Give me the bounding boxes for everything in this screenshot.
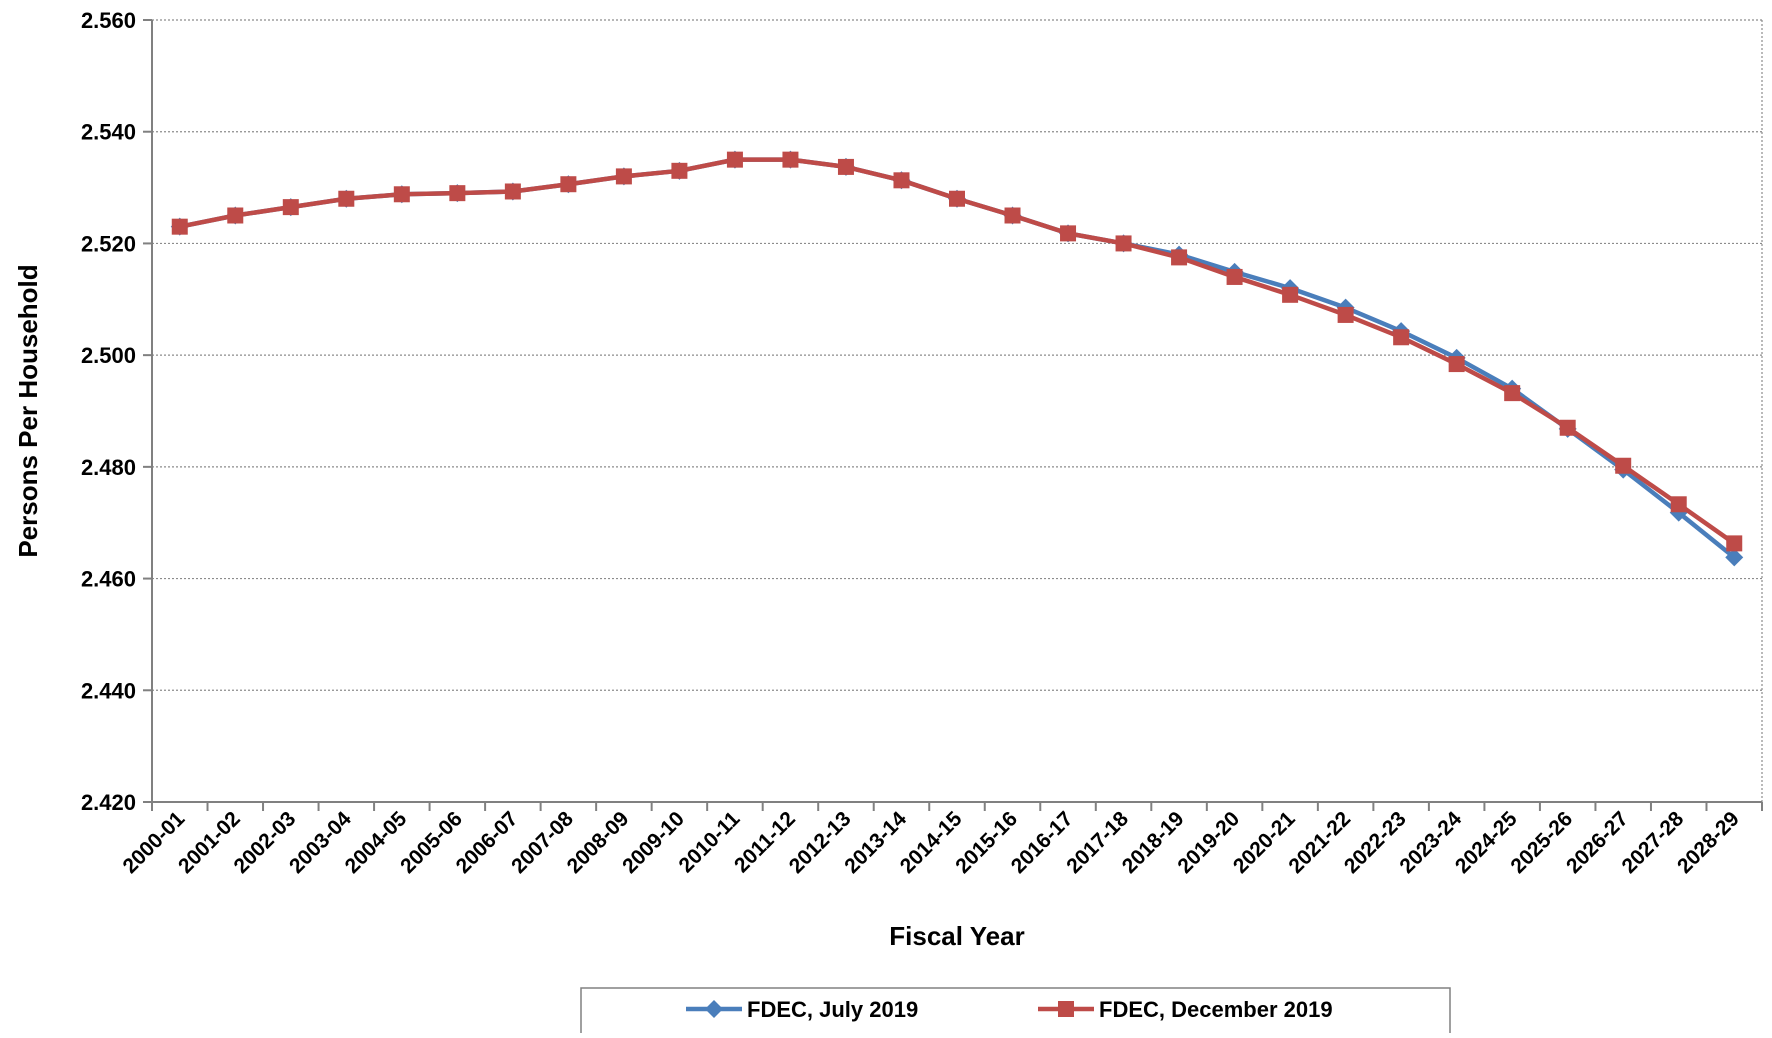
square-marker <box>1226 268 1243 285</box>
y-tick-labels: 2.560 2.540 2.520 2.500 2.480 2.460 2.440 2.420 <box>81 8 136 815</box>
legend-label: FDEC, December 2019 <box>1099 997 1333 1022</box>
square-marker <box>1171 249 1188 266</box>
legend: FDEC, July 2019 FDEC, December 2019 <box>580 987 1451 1038</box>
square-marker <box>671 162 688 179</box>
series-group <box>170 150 1744 567</box>
square-marker <box>893 172 910 189</box>
series <box>170 150 1744 567</box>
square-marker <box>171 218 188 235</box>
square-marker <box>227 207 244 224</box>
y-tick-label: 2.540 <box>81 120 136 145</box>
square-marker <box>1504 385 1521 402</box>
square-marker <box>1448 356 1465 373</box>
x-tick-label: 2009-10 <box>618 807 689 878</box>
x-tick-labels: 2000-012001-022002-032003-042004-052005-… <box>119 807 1744 878</box>
square-marker <box>1559 419 1576 436</box>
square-marker <box>1060 225 1077 242</box>
series-line <box>179 157 1736 546</box>
square-marker <box>560 176 577 193</box>
x-axis-title: Fiscal Year <box>889 921 1024 951</box>
y-tick-label: 2.500 <box>81 343 136 368</box>
gridlines <box>152 19 1763 802</box>
axes <box>143 19 1763 811</box>
square-marker <box>1726 535 1743 552</box>
square-marker <box>338 190 355 207</box>
series-group <box>171 151 1743 552</box>
square-marker <box>1670 496 1687 513</box>
square-marker <box>1337 306 1354 323</box>
diamond-marker <box>705 1000 723 1018</box>
square-marker <box>1615 457 1632 474</box>
square-marker <box>837 158 854 175</box>
square-marker <box>615 168 632 185</box>
x-tick-label: 2010-11 <box>675 807 745 877</box>
legend-label: FDEC, July 2019 <box>747 997 918 1022</box>
square-marker <box>1393 329 1410 346</box>
square-marker <box>1282 286 1299 303</box>
square-marker <box>1115 235 1132 252</box>
legend-box <box>580 987 1451 1038</box>
x-tick-label: 2028-29 <box>1673 807 1744 878</box>
series-line <box>179 157 1736 560</box>
square-marker <box>1004 207 1021 224</box>
y-axis-title: Persons Per Household <box>13 264 43 557</box>
square-marker <box>504 183 521 200</box>
square-marker <box>393 186 410 203</box>
square-marker <box>782 151 799 168</box>
square-marker <box>449 185 466 202</box>
y-tick-label: 2.480 <box>81 455 136 480</box>
diamond-marker <box>1725 548 1744 567</box>
y-tick-label: 2.440 <box>81 678 136 703</box>
square-marker <box>949 190 965 207</box>
y-tick-label: 2.560 <box>81 8 136 33</box>
square-marker <box>1058 1001 1074 1017</box>
y-tick-label: 2.420 <box>81 790 136 815</box>
square-marker <box>726 151 743 168</box>
square-marker <box>282 199 299 216</box>
y-tick-label: 2.520 <box>81 231 136 256</box>
y-tick-label: 2.460 <box>81 567 136 592</box>
